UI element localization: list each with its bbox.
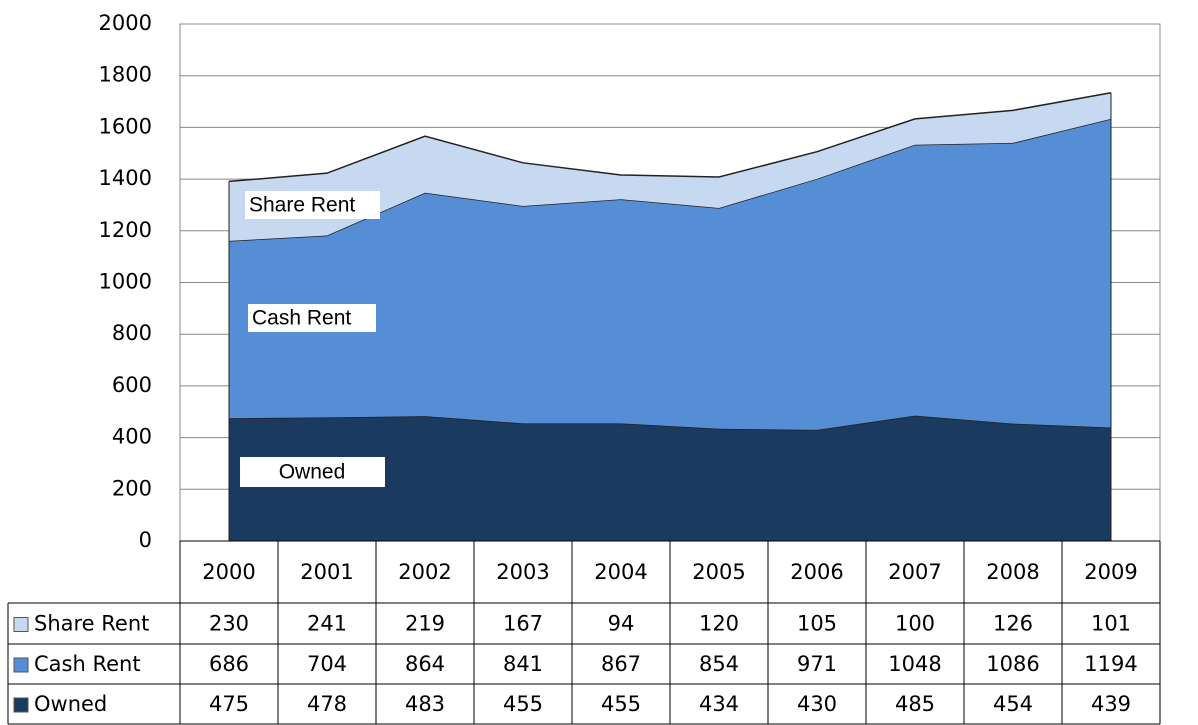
table-value: 1086: [986, 652, 1039, 676]
y-tick-label: 1000: [99, 270, 152, 294]
y-tick-label: 800: [112, 321, 152, 345]
table-value: 841: [503, 652, 543, 676]
table-value: 1194: [1084, 652, 1137, 676]
table-value: 434: [699, 692, 739, 716]
table-value: 430: [797, 692, 837, 716]
area: [229, 415, 1111, 541]
table-value: 475: [209, 692, 249, 716]
area-edge: [228, 414, 1112, 431]
y-tick-label: 0: [139, 528, 152, 552]
table-value: 971: [797, 652, 837, 676]
table-value: 455: [601, 692, 641, 716]
legend-swatch: [13, 697, 29, 713]
x-tick-label: 2004: [594, 560, 647, 584]
y-tick-label: 2000: [99, 11, 152, 35]
legend-label: Owned: [34, 692, 107, 716]
x-tick-label: 2006: [790, 560, 843, 584]
table-value: 478: [307, 692, 347, 716]
y-tick-label: 200: [112, 476, 152, 500]
area-label: Owned: [279, 461, 346, 484]
y-tick-label: 1800: [99, 63, 152, 87]
table-value: 241: [307, 612, 347, 636]
table-value: 101: [1091, 612, 1131, 636]
label-box: [240, 457, 385, 487]
data-table: 2000 2001 2002 2003 2004 2005 2006 2007 2008 2009…: [7, 540, 1161, 725]
x-tick-label: 2008: [986, 560, 1039, 584]
table-value: 100: [895, 612, 935, 636]
table-value: 686: [209, 652, 249, 676]
y-tick-label: 1600: [99, 114, 152, 138]
area: [229, 92, 1111, 241]
table-value: 105: [797, 612, 837, 636]
table-value: 454: [993, 692, 1033, 716]
legend-swatch: [13, 657, 29, 673]
x-tick-label: 2002: [398, 560, 451, 584]
x-tick-label: 2009: [1084, 560, 1137, 584]
area-label: Share Rent: [249, 194, 355, 217]
legend-swatch: [13, 617, 29, 632]
table-value: 219: [405, 612, 445, 636]
y-tick-label: 1200: [99, 218, 152, 242]
label-box: [248, 304, 376, 332]
x-tick-label: 2005: [692, 560, 745, 584]
overlay: Share Rent Cash Rent Owned: [240, 191, 385, 487]
x-tick-label: 2007: [888, 560, 941, 584]
table-value: 485: [895, 692, 935, 716]
table-value: 94: [608, 612, 635, 636]
x-tick-label: 2001: [300, 560, 353, 584]
label-box: [245, 191, 380, 219]
table-value: 126: [993, 612, 1033, 636]
x-tick-label: 2000: [202, 560, 255, 584]
table-value: 1048: [888, 652, 941, 676]
table-value: 867: [601, 652, 641, 676]
table-value: 864: [405, 652, 445, 676]
y-tick-label: 600: [112, 373, 152, 397]
areas: [228, 92, 1112, 541]
table-value: 704: [307, 652, 347, 676]
table-value: 483: [405, 692, 445, 716]
x-tick-label: 2003: [496, 560, 549, 584]
y-tick-label: 400: [112, 425, 152, 449]
table-value: 167: [503, 612, 543, 636]
table-value: 455: [503, 692, 543, 716]
table-value: 230: [209, 612, 249, 636]
table-value: 439: [1091, 692, 1131, 716]
area-edge: [228, 92, 1112, 183]
table-value: 854: [699, 652, 739, 676]
legend-label: Cash Rent: [34, 652, 141, 676]
table-value: 120: [699, 612, 739, 636]
area-label: Cash Rent: [252, 307, 351, 330]
legend-label: Share Rent: [34, 612, 149, 636]
y-tick-label: 1400: [99, 166, 152, 190]
